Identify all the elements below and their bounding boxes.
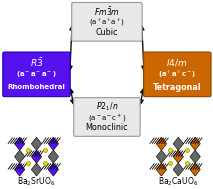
Polygon shape: [156, 163, 167, 176]
Text: (a$^\circ$a$^\circ$a$^\circ$): (a$^\circ$a$^\circ$a$^\circ$): [89, 18, 125, 28]
Polygon shape: [31, 163, 42, 176]
Text: Cubic: Cubic: [96, 28, 118, 37]
Text: Ba$_2$CaUO$_6$: Ba$_2$CaUO$_6$: [158, 175, 199, 188]
Text: $I4/m$: $I4/m$: [166, 57, 188, 68]
Polygon shape: [14, 137, 25, 150]
Text: (a$^-$a$^-$c$^+$): (a$^-$a$^-$c$^+$): [88, 112, 126, 124]
Polygon shape: [190, 163, 200, 176]
Text: $Fm\bar{3}m$: $Fm\bar{3}m$: [94, 5, 120, 18]
Polygon shape: [14, 150, 25, 163]
Text: $P2_1/n$: $P2_1/n$: [96, 101, 118, 113]
Text: (a$^\circ$a$^\circ$c$^-$): (a$^\circ$a$^\circ$c$^-$): [158, 69, 196, 80]
Polygon shape: [31, 137, 42, 150]
FancyBboxPatch shape: [74, 98, 140, 136]
Text: (a$^-$a$^-$a$^-$): (a$^-$a$^-$a$^-$): [16, 69, 57, 79]
Polygon shape: [48, 150, 59, 163]
Text: Tetragonal: Tetragonal: [153, 83, 202, 92]
Polygon shape: [48, 137, 59, 150]
Polygon shape: [14, 163, 25, 176]
FancyBboxPatch shape: [144, 52, 211, 97]
Text: Rhombohedral: Rhombohedral: [8, 84, 65, 90]
FancyBboxPatch shape: [72, 2, 142, 41]
Polygon shape: [156, 137, 167, 150]
FancyBboxPatch shape: [3, 52, 70, 97]
Polygon shape: [173, 150, 183, 163]
Polygon shape: [173, 137, 183, 150]
Polygon shape: [190, 150, 200, 163]
Polygon shape: [31, 150, 42, 163]
Polygon shape: [156, 150, 167, 163]
Polygon shape: [173, 163, 183, 176]
Text: Ba$_2$SrUO$_6$: Ba$_2$SrUO$_6$: [17, 175, 56, 188]
Text: $R\bar{3}$: $R\bar{3}$: [30, 56, 43, 69]
Text: Monoclinic: Monoclinic: [86, 123, 128, 132]
Polygon shape: [48, 163, 59, 176]
Polygon shape: [190, 137, 200, 150]
